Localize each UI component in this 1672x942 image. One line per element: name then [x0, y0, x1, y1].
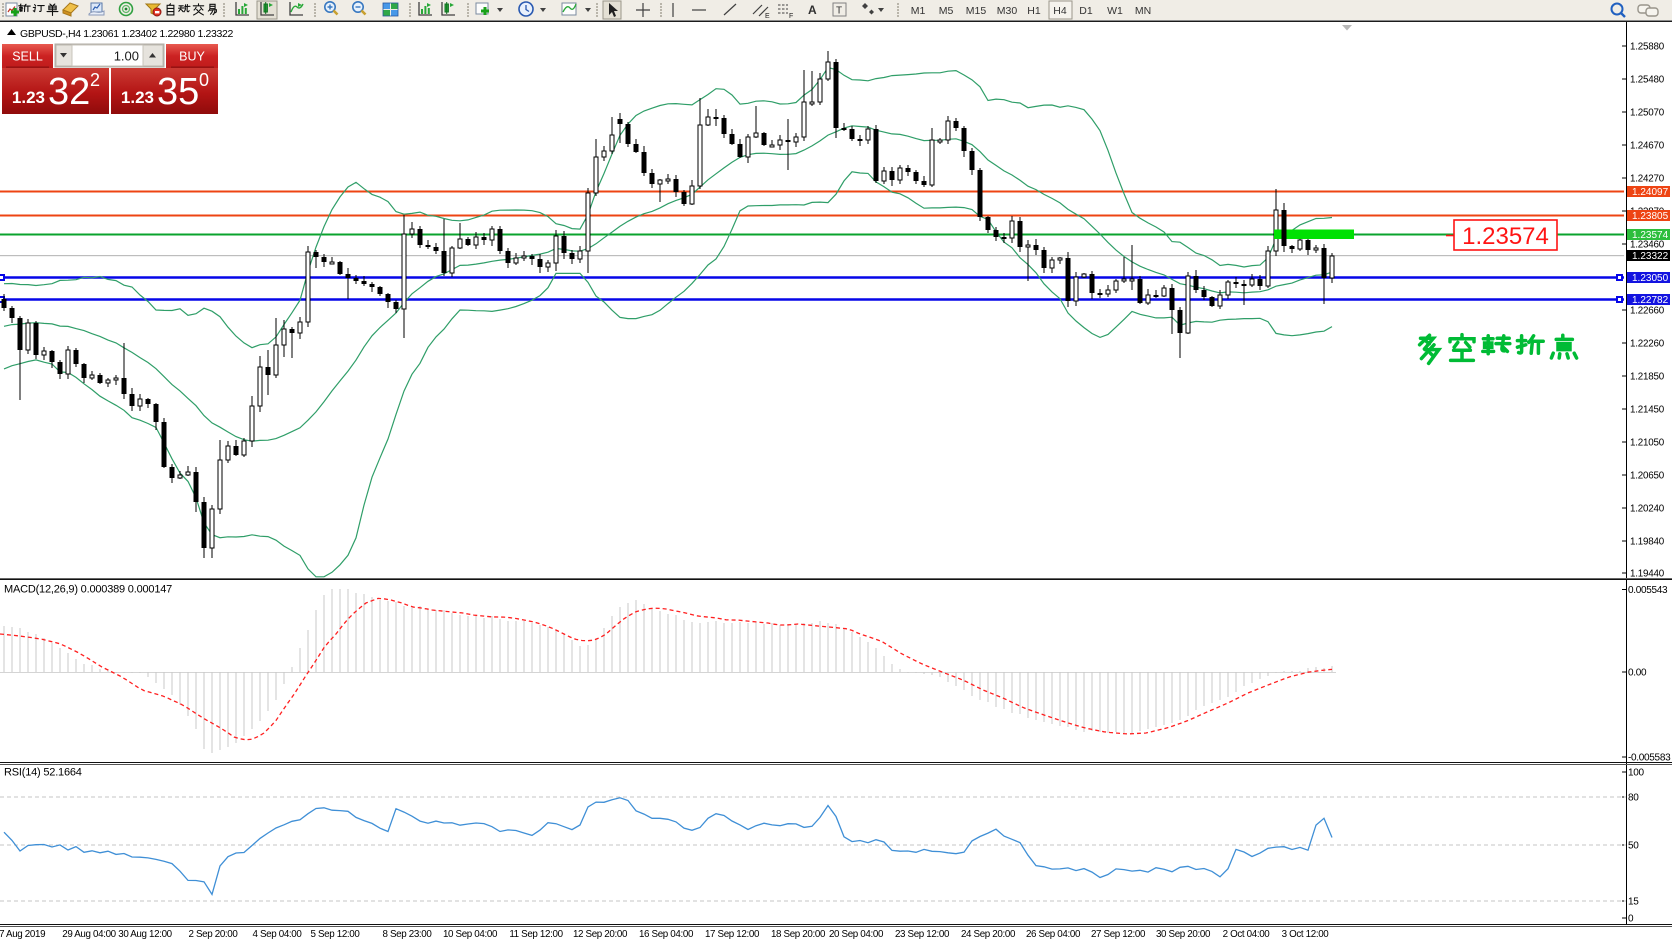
svg-text:BUY: BUY [179, 50, 205, 64]
svg-text:A: A [808, 3, 817, 17]
svg-text:GBPUSD-,H4 1.23061 1.23402 1.: GBPUSD-,H4 1.23061 1.23402 1.22980 1.233… [20, 28, 233, 40]
svg-text:H4: H4 [1053, 5, 1067, 17]
svg-text:5 Sep 12:00: 5 Sep 12:00 [311, 929, 361, 940]
svg-text:H1: H1 [1027, 5, 1041, 17]
svg-text:1.23460: 1.23460 [1630, 240, 1665, 251]
svg-text:1.19840: 1.19840 [1630, 537, 1665, 548]
svg-text:2: 2 [90, 70, 100, 90]
svg-text:27 Aug 2019: 27 Aug 2019 [0, 929, 45, 940]
svg-text:2 Sep 20:00: 2 Sep 20:00 [189, 929, 239, 940]
svg-text:SELL: SELL [12, 50, 43, 64]
svg-text:4 Sep 04:00: 4 Sep 04:00 [253, 929, 303, 940]
svg-text:1.25880: 1.25880 [1630, 42, 1665, 53]
svg-text:17 Sep 12:00: 17 Sep 12:00 [705, 929, 760, 940]
svg-text:29 Aug 04:00: 29 Aug 04:00 [62, 929, 116, 940]
svg-text:M15: M15 [966, 5, 987, 17]
svg-text:8 Sep 23:00: 8 Sep 23:00 [383, 929, 433, 940]
svg-text:16 Sep 04:00: 16 Sep 04:00 [639, 929, 694, 940]
svg-text:M1: M1 [911, 5, 926, 17]
svg-text:M30: M30 [997, 5, 1018, 17]
svg-text:1.23574: 1.23574 [1632, 230, 1669, 241]
svg-text:15: 15 [1628, 897, 1639, 908]
svg-text:1.25480: 1.25480 [1630, 75, 1665, 86]
svg-text:MACD(12,26,9) 0.000389 0.00014: MACD(12,26,9) 0.000389 0.000147 [4, 584, 172, 596]
svg-text:1.25070: 1.25070 [1630, 108, 1665, 119]
svg-text:1.22260: 1.22260 [1630, 339, 1665, 350]
svg-text:23 Sep 12:00: 23 Sep 12:00 [895, 929, 950, 940]
svg-text:1.23805: 1.23805 [1632, 211, 1669, 222]
svg-text:1.24270: 1.24270 [1630, 174, 1665, 185]
svg-text:1.21050: 1.21050 [1630, 438, 1665, 449]
svg-text:M5: M5 [939, 5, 954, 17]
svg-text:30 Aug 12:00: 30 Aug 12:00 [118, 929, 172, 940]
svg-text:-0.005583: -0.005583 [1628, 753, 1671, 764]
svg-text:35: 35 [157, 71, 199, 113]
svg-text:0.005543: 0.005543 [1628, 585, 1668, 596]
svg-text:1.22660: 1.22660 [1630, 306, 1665, 317]
svg-text:1.23574: 1.23574 [1462, 223, 1549, 250]
svg-text:1.21850: 1.21850 [1630, 372, 1665, 383]
svg-text:1.20650: 1.20650 [1630, 471, 1665, 482]
svg-text:30 Sep 20:00: 30 Sep 20:00 [1156, 929, 1211, 940]
svg-text:11 Sep 12:00: 11 Sep 12:00 [509, 929, 563, 940]
svg-text:1.23: 1.23 [121, 88, 154, 107]
svg-text:26 Sep 04:00: 26 Sep 04:00 [1026, 929, 1081, 940]
svg-text:50: 50 [1628, 841, 1639, 852]
svg-text:E: E [765, 13, 770, 20]
svg-text:80: 80 [1628, 793, 1639, 804]
svg-text:2 Oct 04:00: 2 Oct 04:00 [1223, 929, 1271, 940]
svg-text:1.24097: 1.24097 [1632, 187, 1669, 198]
svg-text:27 Sep 12:00: 27 Sep 12:00 [1091, 929, 1146, 940]
svg-text:F: F [789, 13, 793, 20]
svg-text:1.00: 1.00 [114, 49, 139, 64]
svg-text:1.23: 1.23 [12, 88, 45, 107]
svg-text:0: 0 [199, 70, 209, 90]
svg-text:1.24670: 1.24670 [1630, 141, 1665, 152]
svg-text:1.23322: 1.23322 [1632, 251, 1669, 262]
svg-text:3 Oct 12:00: 3 Oct 12:00 [1282, 929, 1330, 940]
svg-text:10 Sep 04:00: 10 Sep 04:00 [443, 929, 498, 940]
svg-text:RSI(14) 52.1664: RSI(14) 52.1664 [4, 767, 82, 779]
svg-text:0: 0 [1628, 914, 1634, 925]
svg-text:24 Sep 20:00: 24 Sep 20:00 [961, 929, 1016, 940]
svg-text:12 Sep 20:00: 12 Sep 20:00 [573, 929, 628, 940]
svg-text:T: T [836, 6, 842, 17]
svg-text:1.19440: 1.19440 [1630, 569, 1665, 580]
svg-text:D1: D1 [1079, 5, 1093, 17]
svg-text:0.00: 0.00 [1628, 668, 1647, 679]
svg-text:18 Sep 20:00: 18 Sep 20:00 [771, 929, 826, 940]
svg-text:1.23050: 1.23050 [1632, 273, 1669, 284]
svg-text:32: 32 [48, 71, 90, 113]
svg-text:100: 100 [1628, 768, 1645, 779]
svg-text:1.21450: 1.21450 [1630, 405, 1665, 416]
svg-text:W1: W1 [1107, 5, 1123, 17]
svg-text:MN: MN [1135, 5, 1151, 17]
svg-text:20 Sep 04:00: 20 Sep 04:00 [829, 929, 884, 940]
svg-text:1.20240: 1.20240 [1630, 504, 1665, 515]
svg-text:1.22782: 1.22782 [1632, 295, 1669, 306]
